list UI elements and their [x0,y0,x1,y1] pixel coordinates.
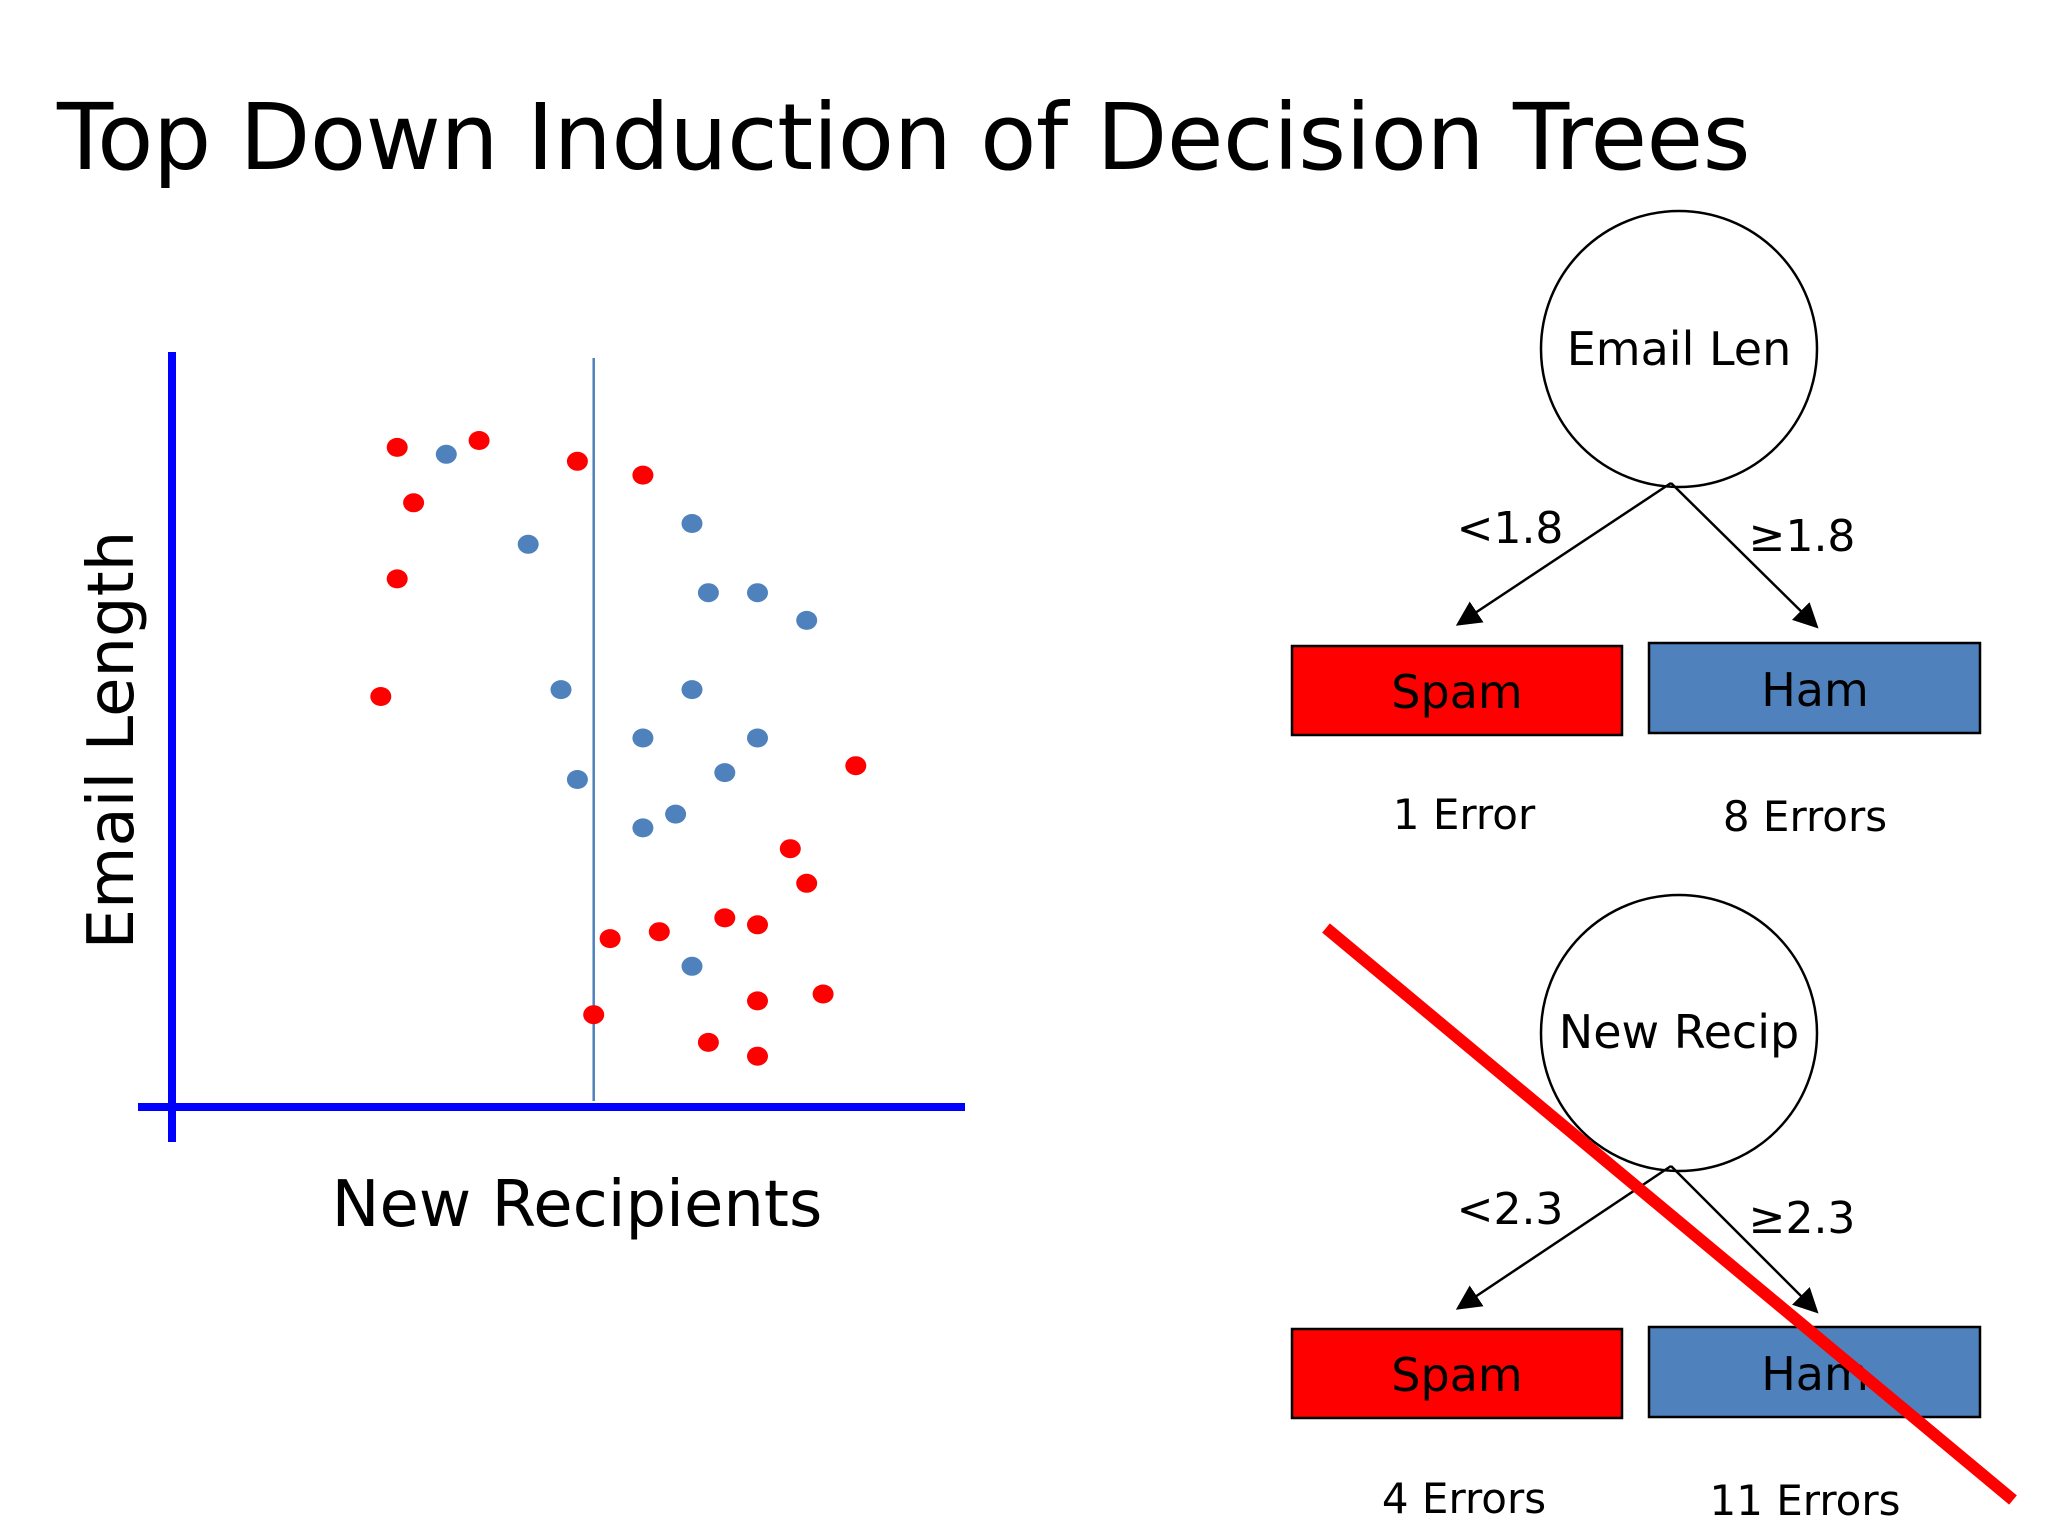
left-error-count: 4 Errors [1382,1474,1546,1523]
ham-point [665,804,687,824]
right-error-count: 8 Errors [1723,792,1887,841]
ham-point [714,763,736,783]
ham-point [697,583,719,603]
spam-point [583,1005,605,1025]
slide-title: Top Down Induction of Decision Trees [57,84,1751,191]
ham-leaf [1647,641,1982,735]
right-threshold-label: ≥2.3 [1749,1193,1856,1244]
left-threshold-label: <2.3 [1457,1184,1564,1235]
spam-point [599,929,621,949]
right-branch [1670,1165,1819,1314]
right-error-count: 11 Errors [1709,1476,1900,1525]
left-threshold-label: <1.8 [1457,503,1564,554]
ham-point [517,534,539,554]
x-axis-label: New Recipients [332,1168,823,1242]
y-axis-label: Email Length [75,531,149,950]
tree-node-label: New Recip [1559,1005,1799,1059]
spam-leaf [1290,644,1624,737]
spam-leaf [1290,1327,1624,1420]
spam-point [370,687,392,706]
spam-point [697,1032,719,1052]
spam-point [747,991,768,1011]
spam-point [386,569,408,589]
spam-point [386,437,408,457]
tree-node-circle [1539,209,1819,489]
ham-point [632,818,654,838]
ham-point [747,583,768,603]
spam-point [812,984,834,1004]
spam-point [796,873,818,893]
ham-point [550,680,572,700]
ham-leaf-label: Ham [1761,1347,1869,1401]
ham-point [435,444,457,464]
scatter-plot: Email Length New Recipients [75,352,965,1242]
spam-point [747,915,768,935]
spam-point [403,493,425,513]
tree-node-circle [1539,893,1819,1173]
ham-leaf-label: Ham [1761,663,1869,717]
spam-point [714,908,736,928]
ham-point [796,610,818,630]
decision-tree-email-len: Email Len <1.8 ≥1.8 Spam Ham 1 Error 8 E… [1290,209,1982,841]
ham-point [632,728,654,748]
spam-point [747,1046,768,1066]
data-points [370,431,867,1066]
spam-point [648,922,670,942]
strike-through-line [1322,923,2017,1505]
ham-point [566,770,588,789]
ham-point [681,956,703,976]
spam-point [566,451,588,471]
right-threshold-label: ≥1.8 [1749,511,1856,562]
spam-point [632,465,654,485]
ham-point [747,728,768,748]
right-branch [1670,482,1819,629]
ham-point [681,680,703,700]
spam-point [845,756,867,776]
tree-node-label: Email Len [1567,322,1792,376]
ham-point [681,514,703,533]
left-error-count: 1 Error [1393,790,1536,839]
spam-point [779,839,801,859]
left-branch [1455,481,1672,626]
spam-leaf-label: Spam [1391,665,1522,719]
spam-leaf-label: Spam [1391,1348,1522,1402]
decision-tree-new-recip: New Recip <2.3 ≥2.3 Spam Ham 4 Errors 11… [1290,893,2017,1525]
spam-point [468,431,490,450]
